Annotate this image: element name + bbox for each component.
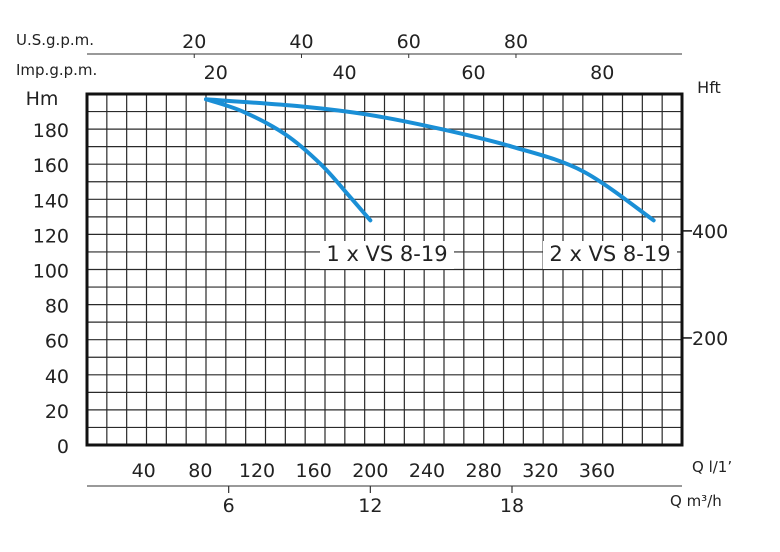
top-imp-tick-label: 20 bbox=[204, 62, 228, 84]
top-us-tick-label: 60 bbox=[397, 31, 421, 53]
y2-axis-unit-label: Hft bbox=[697, 78, 721, 97]
x-tick-label: 360 bbox=[579, 460, 615, 482]
x-tick-label: 160 bbox=[296, 460, 332, 482]
x-tick-label: 120 bbox=[239, 460, 275, 482]
x-tick-label: 240 bbox=[409, 460, 445, 482]
x-tick-label: 80 bbox=[188, 460, 212, 482]
y-tick-label: 140 bbox=[33, 190, 69, 212]
series-curve-2 bbox=[204, 97, 656, 223]
x-tick-label: 320 bbox=[522, 460, 558, 482]
series-label-2-bg bbox=[543, 241, 677, 269]
x-tick-label: 280 bbox=[466, 460, 502, 482]
y-tick-label: 120 bbox=[33, 225, 69, 247]
top-us-tick-label: 20 bbox=[182, 31, 206, 53]
x-axis-unit-label: Q l/1’ bbox=[692, 458, 732, 476]
top-imp-unit-label: Imp.g.p.m. bbox=[16, 61, 97, 79]
y-tick-label: 80 bbox=[45, 296, 69, 318]
series-label-2: 2 x VS 8-19 bbox=[549, 242, 670, 266]
top-imp-tick-label: 60 bbox=[461, 62, 485, 84]
y-tick-label: 60 bbox=[45, 331, 69, 353]
series-label-1-bg bbox=[320, 241, 454, 269]
top-us-tick-label: 40 bbox=[289, 31, 313, 53]
y-tick-label: 40 bbox=[45, 366, 69, 388]
x2-tick-label: 12 bbox=[358, 495, 382, 517]
y-tick-label: 0 bbox=[57, 436, 69, 458]
top-imp-tick-label: 40 bbox=[332, 62, 356, 84]
y-tick-label: 160 bbox=[33, 155, 69, 177]
top-imp-tick-label: 80 bbox=[590, 62, 614, 84]
y2-tick-label: 200 bbox=[692, 328, 728, 350]
top-us-unit-label: U.S.g.p.m. bbox=[16, 31, 94, 49]
x2-axis-unit-label: Q m³/h bbox=[670, 492, 722, 510]
plot-frame bbox=[85, 92, 684, 447]
y-tick-label: 20 bbox=[45, 401, 69, 423]
x-tick-label: 200 bbox=[352, 460, 388, 482]
y-tick-label: 180 bbox=[33, 120, 69, 142]
top-us-tick-label: 80 bbox=[504, 31, 528, 53]
series-curve-1 bbox=[204, 97, 373, 223]
series-label-1: 1 x VS 8-19 bbox=[326, 242, 447, 266]
y-axis-unit-label: Hm bbox=[26, 88, 59, 110]
x-tick-label: 40 bbox=[132, 460, 156, 482]
x2-tick-label: 6 bbox=[223, 495, 235, 517]
y-tick-label: 100 bbox=[33, 261, 69, 283]
y2-tick-label: 400 bbox=[692, 221, 728, 243]
x2-tick-label: 18 bbox=[500, 495, 524, 517]
